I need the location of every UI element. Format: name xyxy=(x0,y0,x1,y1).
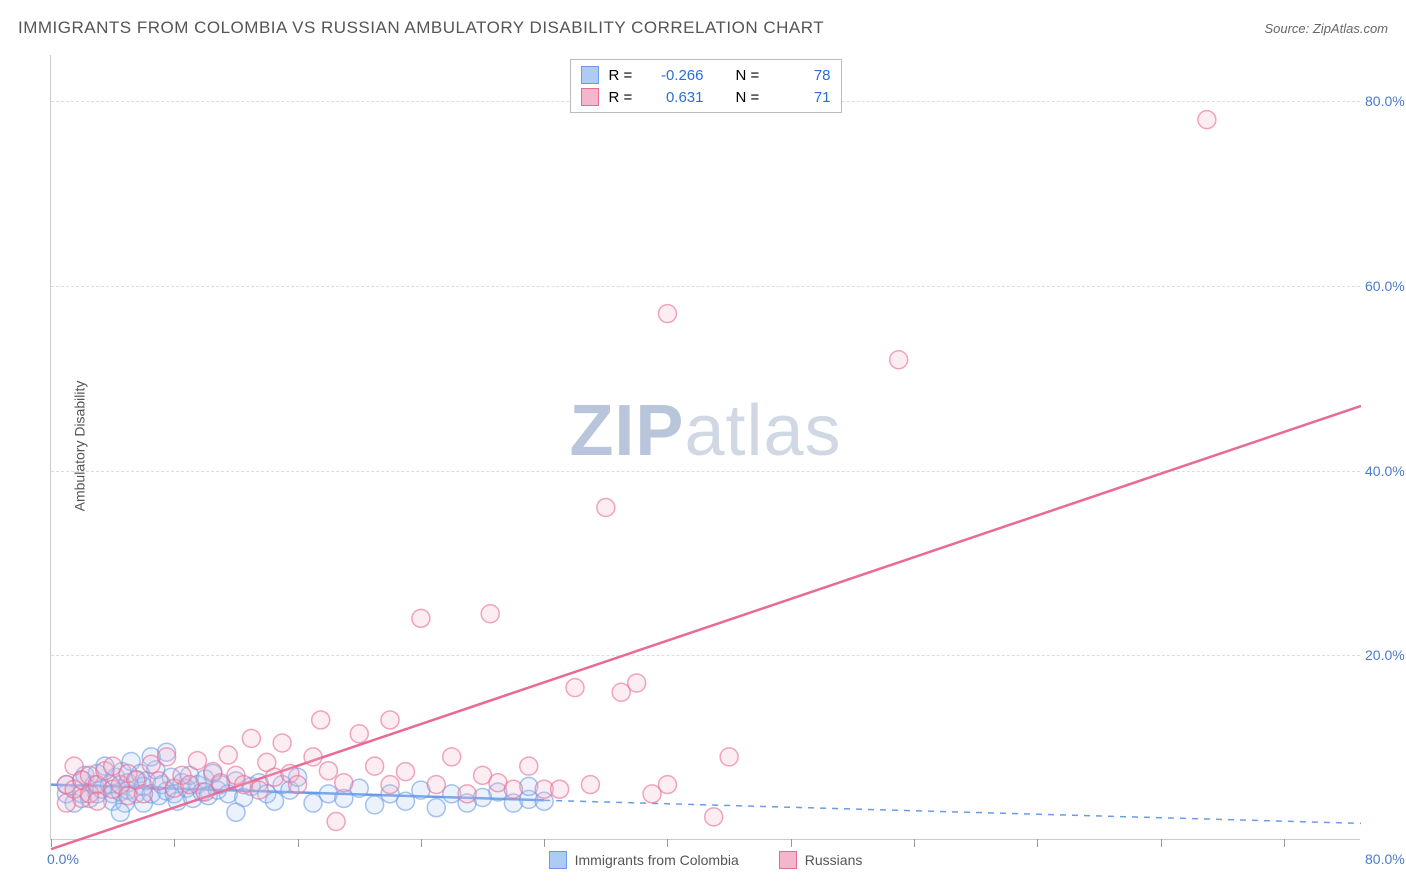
chart-title: IMMIGRANTS FROM COLOMBIA VS RUSSIAN AMBU… xyxy=(18,18,824,38)
data-point-russians xyxy=(658,305,676,323)
title-bar: IMMIGRANTS FROM COLOMBIA VS RUSSIAN AMBU… xyxy=(18,18,1388,38)
data-point-russians xyxy=(88,792,106,810)
data-point-russians xyxy=(481,605,499,623)
data-point-russians xyxy=(658,776,676,794)
correlation-row-russians: R = 0.631 N = 71 xyxy=(581,86,831,108)
data-point-russians xyxy=(366,757,384,775)
data-point-russians xyxy=(188,752,206,770)
data-point-russians xyxy=(443,748,461,766)
data-point-russians xyxy=(289,776,307,794)
stat-n-label: N = xyxy=(736,89,766,106)
stat-r-value: 0.631 xyxy=(649,89,704,106)
source-attribution: Source: ZipAtlas.com xyxy=(1264,21,1388,36)
data-point-russians xyxy=(335,774,353,792)
x-tick xyxy=(174,839,175,847)
y-tick-label: 40.0% xyxy=(1365,463,1406,479)
legend-label: Immigrants from Colombia xyxy=(575,852,739,868)
plot-area: ZIPatlas 20.0%40.0%60.0%80.0% R =-0.266N… xyxy=(50,55,1360,840)
data-point-russians xyxy=(312,711,330,729)
data-point-russians xyxy=(319,762,337,780)
data-point-colombia xyxy=(427,799,445,817)
data-point-russians xyxy=(327,813,345,831)
data-point-russians xyxy=(273,734,291,752)
data-point-russians xyxy=(412,609,430,627)
data-point-russians xyxy=(551,780,569,798)
data-point-russians xyxy=(350,725,368,743)
data-point-russians xyxy=(158,748,176,766)
scatter-svg xyxy=(51,55,1360,839)
data-point-colombia xyxy=(227,803,245,821)
x-tick xyxy=(298,839,299,847)
data-point-russians xyxy=(242,729,260,747)
y-tick-label: 80.0% xyxy=(1365,93,1406,109)
data-point-russians xyxy=(581,776,599,794)
correlation-row-colombia: R = -0.266 N = 78 xyxy=(581,64,831,86)
correlation-legend: R = -0.266 N = 78 R = 0.631 N = 71 xyxy=(570,59,842,113)
trend-line-dashed-colombia xyxy=(544,800,1361,823)
stat-r-label: R = xyxy=(609,89,639,106)
y-tick-label: 20.0% xyxy=(1365,647,1406,663)
data-point-russians xyxy=(566,679,584,697)
data-point-russians xyxy=(219,746,237,764)
legend-item: Russians xyxy=(779,851,863,869)
data-point-colombia xyxy=(366,796,384,814)
data-point-colombia xyxy=(111,803,129,821)
legend-swatch-icon xyxy=(581,66,599,84)
data-point-russians xyxy=(381,711,399,729)
x-tick xyxy=(544,839,545,847)
data-point-russians xyxy=(720,748,738,766)
x-tick xyxy=(51,839,52,847)
x-tick xyxy=(421,839,422,847)
x-axis-end-label: 80.0% xyxy=(1365,851,1406,867)
x-tick xyxy=(667,839,668,847)
data-point-russians xyxy=(504,780,522,798)
data-point-russians xyxy=(458,785,476,803)
x-tick xyxy=(1284,839,1285,847)
data-point-colombia xyxy=(396,792,414,810)
data-point-russians xyxy=(890,351,908,369)
data-point-russians xyxy=(628,674,646,692)
data-point-russians xyxy=(427,776,445,794)
stat-r-value: -0.266 xyxy=(649,67,704,84)
data-point-russians xyxy=(396,763,414,781)
series-legend: Immigrants from Colombia Russians xyxy=(51,851,1360,869)
data-point-russians xyxy=(250,781,268,799)
data-point-russians xyxy=(304,748,322,766)
x-tick xyxy=(1037,839,1038,847)
x-tick xyxy=(791,839,792,847)
data-point-russians xyxy=(705,808,723,826)
stat-n-value: 71 xyxy=(776,89,831,106)
x-tick xyxy=(1161,839,1162,847)
stat-r-label: R = xyxy=(609,67,639,84)
data-point-russians xyxy=(1198,111,1216,129)
x-tick xyxy=(914,839,915,847)
data-point-russians xyxy=(134,785,152,803)
data-point-colombia xyxy=(265,792,283,810)
data-point-russians xyxy=(381,776,399,794)
stat-n-value: 78 xyxy=(776,67,831,84)
legend-swatch-icon xyxy=(549,851,567,869)
data-point-russians xyxy=(597,499,615,517)
stat-n-label: N = xyxy=(736,67,766,84)
y-tick-label: 60.0% xyxy=(1365,278,1406,294)
data-point-russians xyxy=(520,757,538,775)
legend-swatch-icon xyxy=(581,88,599,106)
legend-item: Immigrants from Colombia xyxy=(549,851,739,869)
legend-swatch-icon xyxy=(779,851,797,869)
legend-label: Russians xyxy=(805,852,863,868)
